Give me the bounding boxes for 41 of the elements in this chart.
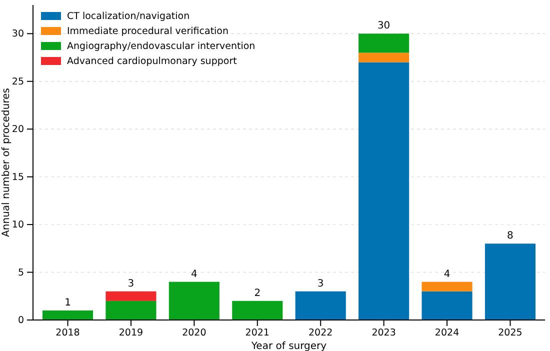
total-label: 3 bbox=[317, 278, 324, 290]
bar bbox=[358, 52, 410, 62]
x-tick-label: 2019 bbox=[118, 328, 144, 339]
bar bbox=[42, 310, 94, 320]
total-label: 30 bbox=[377, 20, 390, 32]
bar bbox=[232, 300, 283, 320]
x-axis-title: Year of surgery bbox=[250, 341, 327, 351]
y-axis-title: Annual number of procedures bbox=[1, 88, 12, 237]
total-label: 4 bbox=[191, 268, 198, 280]
x-tick-label: 2025 bbox=[498, 328, 522, 339]
x-tick-label: 2023 bbox=[372, 328, 396, 339]
bar bbox=[358, 34, 410, 53]
bar bbox=[422, 282, 472, 292]
bar bbox=[106, 300, 156, 320]
x-tick-label: 2021 bbox=[245, 328, 270, 339]
legend-label: CT localization/navigation bbox=[67, 11, 190, 22]
y-tick-label: 10 bbox=[12, 220, 24, 231]
y-tick-label: 5 bbox=[18, 267, 24, 278]
legend-label: Angiography/endovascular intervention bbox=[67, 41, 256, 52]
total-label: 8 bbox=[507, 230, 514, 242]
y-tick-label: 30 bbox=[12, 28, 24, 40]
total-label: 2 bbox=[254, 288, 261, 299]
y-tick-label: 20 bbox=[12, 124, 24, 136]
legend-label: Immediate procedural verification bbox=[67, 26, 229, 37]
bar bbox=[484, 244, 536, 320]
bar bbox=[295, 291, 346, 320]
bar bbox=[168, 282, 220, 320]
bar bbox=[422, 291, 472, 320]
total-label: 4 bbox=[444, 268, 450, 280]
bar bbox=[106, 291, 156, 301]
x-tick-label: 2022 bbox=[308, 328, 333, 339]
y-tick-label: 25 bbox=[12, 76, 24, 88]
total-label: 1 bbox=[64, 297, 71, 308]
bar bbox=[358, 62, 410, 320]
y-tick-label: 15 bbox=[12, 172, 24, 183]
x-tick-label: 2018 bbox=[56, 328, 80, 339]
total-label: 3 bbox=[128, 278, 134, 290]
x-tick-label: 2020 bbox=[182, 328, 206, 339]
x-tick-label: 2024 bbox=[434, 328, 460, 339]
y-tick-label: 0 bbox=[18, 315, 24, 326]
legend-label: Advanced cardiopulmonary support bbox=[67, 56, 238, 67]
